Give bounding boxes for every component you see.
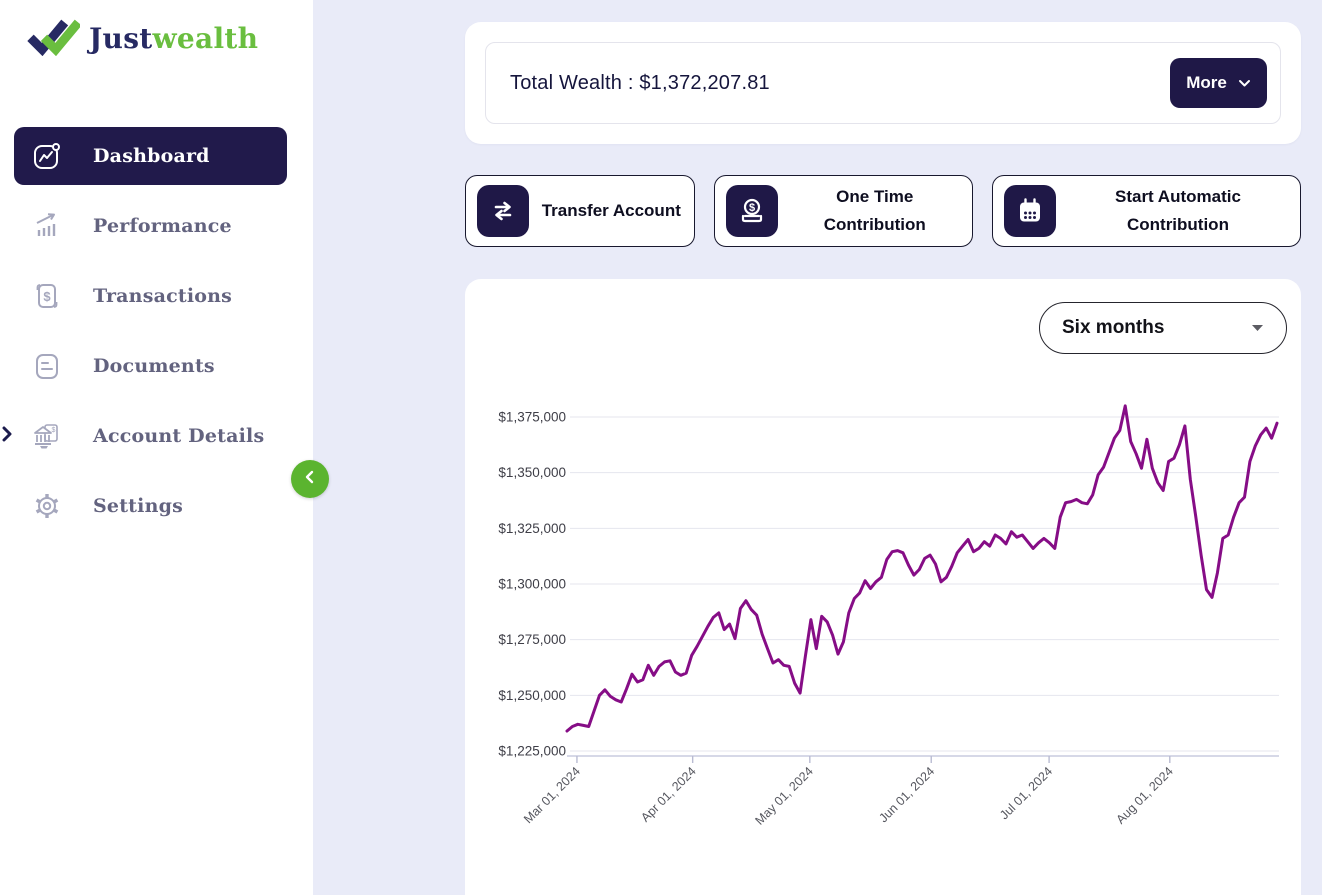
svg-text:$1,350,000: $1,350,000 [498,465,566,480]
range-selector-row: Six months [472,302,1287,354]
more-button[interactable]: More [1170,58,1267,108]
brand-wordmark: Justwealth [89,22,259,55]
svg-text:Jun 01, 2024: Jun 01, 2024 [876,764,937,825]
sidebar-item-label: Dashboard [93,145,210,167]
dashboard-chart-icon [32,141,62,171]
quick-actions-row: Transfer Account $ One Time Contribution [465,175,1301,247]
bank-account-icon: $ [32,421,62,451]
performance-bars-icon [32,211,62,241]
svg-text:May 01, 2024: May 01, 2024 [752,764,815,827]
sidebar-item-label: Documents [93,355,215,377]
sidebar-item-dashboard[interactable]: Dashboard [14,127,287,185]
chevron-down-icon [1238,73,1251,93]
svg-text:$1,225,000: $1,225,000 [498,744,566,759]
sidebar-item-settings[interactable]: Settings [14,477,287,535]
sidebar-item-account-details[interactable]: $ Account Details [2,407,287,465]
sidebar-item-label: Settings [93,495,183,517]
brand-logo: Justwealth [0,0,313,61]
sidebar-item-documents[interactable]: Documents [14,337,287,395]
quick-action-label: Transfer Account [541,201,681,221]
sidebar-item-transactions[interactable]: $ Transactions [14,267,287,325]
range-selector-dropdown[interactable]: Six months [1039,302,1287,354]
expand-chevron-icon[interactable] [2,426,12,447]
settings-gear-icon [32,491,62,521]
one-time-contribution-button[interactable]: $ One Time Contribution [713,175,973,247]
range-selector-value: Six months [1062,317,1165,338]
double-checkmark-icon [26,16,82,61]
main-content: Total Wealth : $1,372,207.81 More [313,0,1322,895]
svg-text:$: $ [43,289,51,304]
svg-text:Jul 01, 2024: Jul 01, 2024 [997,764,1055,822]
start-automatic-contribution-button[interactable]: Start Automatic Contribution [991,175,1301,247]
more-button-label: More [1186,73,1227,92]
wealth-chart-card: Six months $1,225,000 $1,250,000 $1,275,00… [465,279,1301,895]
sidebar-item-label: Transactions [93,285,233,307]
quick-action-label: One Time Contribution [823,187,926,234]
svg-text:$1,250,000: $1,250,000 [498,688,566,703]
transactions-receipt-icon: $ [32,281,62,311]
deposit-coin-icon: $ [725,185,778,237]
sidebar-item-label: Performance [93,215,232,237]
svg-text:Apr 01, 2024: Apr 01, 2024 [638,764,699,825]
transfer-account-button[interactable]: Transfer Account [465,175,695,247]
caret-down-icon [1251,319,1264,337]
svg-text:Aug 01, 2024: Aug 01, 2024 [1113,764,1176,827]
sidebar-collapse-button[interactable] [291,460,329,498]
svg-text:$1,325,000: $1,325,000 [498,521,566,536]
svg-text:$1,375,000: $1,375,000 [498,410,566,425]
svg-text:Mar 01, 2024: Mar 01, 2024 [521,764,583,826]
documents-icon [32,351,62,381]
sidebar-nav: Dashboard Performance [0,127,313,535]
total-wealth-title: Total Wealth : $1,372,207.81 [510,71,770,94]
total-wealth-card: Total Wealth : $1,372,207.81 More [465,22,1301,144]
svg-text:$1,300,000: $1,300,000 [498,577,566,592]
sidebar-item-label: Account Details [93,425,265,447]
transfer-arrows-icon [477,185,529,237]
sidebar: Justwealth Dashboard [0,0,313,895]
chevron-left-icon [302,469,318,490]
svg-text:$: $ [749,202,755,214]
sidebar-item-performance[interactable]: Performance [14,197,287,255]
quick-action-label: Start Automatic Contribution [1114,187,1241,234]
svg-text:$: $ [52,427,56,434]
wealth-chart-svg: $1,225,000 $1,250,000 $1,275,000 $1,300,000… [498,404,1279,828]
svg-text:$1,275,000: $1,275,000 [498,632,566,647]
calendar-icon [1003,185,1056,237]
total-wealth-inner: Total Wealth : $1,372,207.81 More [485,42,1281,124]
